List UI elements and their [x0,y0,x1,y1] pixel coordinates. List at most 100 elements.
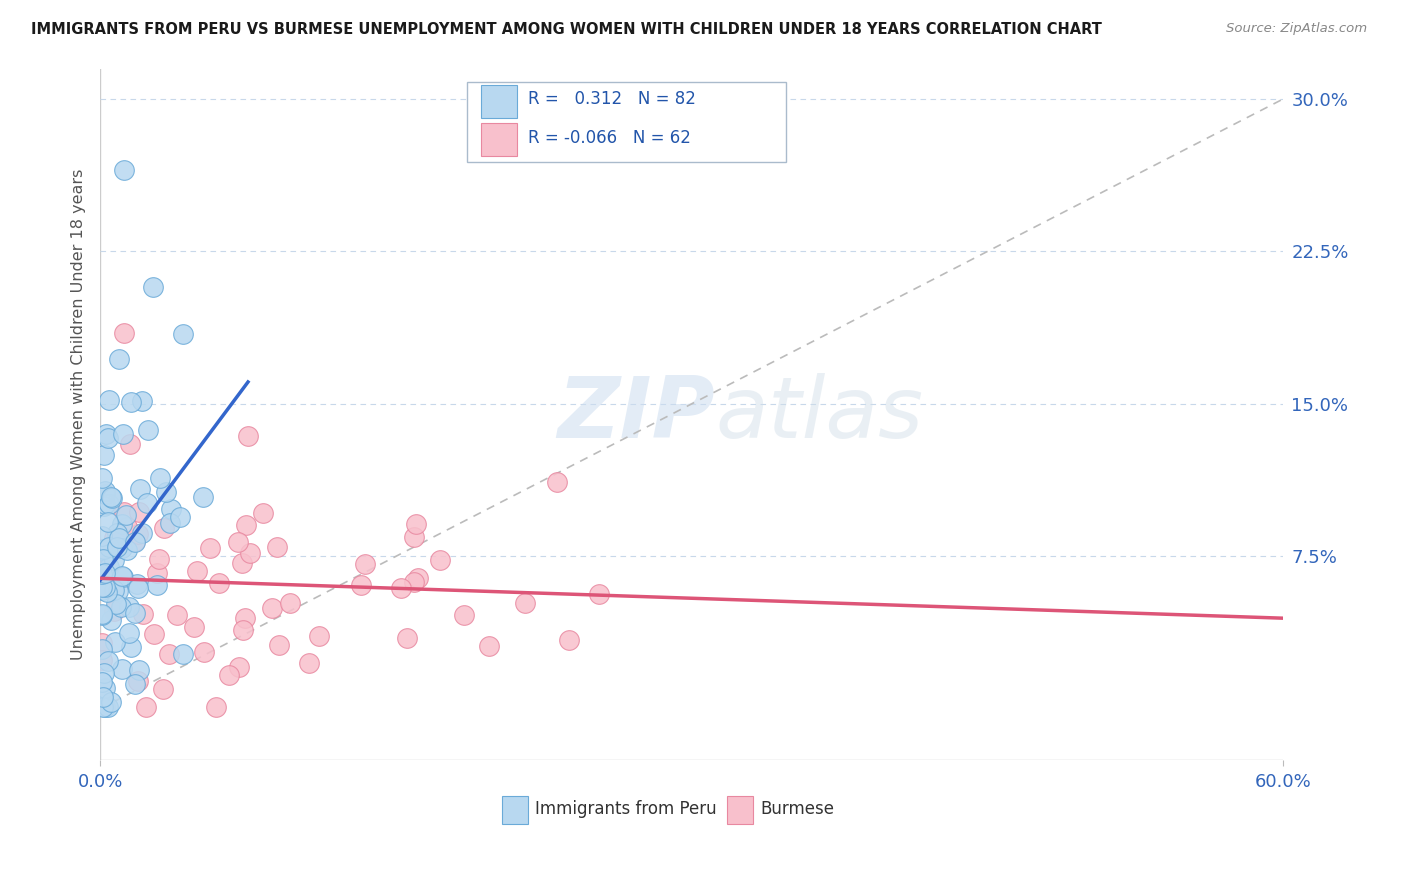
Point [93,483,115,498]
Point [117,542,139,557]
Point [91,552,114,566]
Point [127,674,149,689]
Point [93,499,115,513]
Point [111,516,134,531]
Point [103,635,125,649]
Point [226,535,249,549]
Point [260,601,283,615]
Point [103,553,125,567]
Point [93,666,115,681]
Point [94,699,117,714]
Point [252,507,274,521]
Point [198,541,221,556]
Point [97,654,120,668]
Text: IMMIGRANTS FROM PERU VS BURMESE UNEMPLOYMENT AMONG WOMEN WITH CHILDREN UNDER 18 : IMMIGRANTS FROM PERU VS BURMESE UNEMPLOY… [31,22,1102,37]
Point [218,668,240,682]
Point [172,648,194,662]
Point [100,491,122,505]
Point [127,527,149,541]
Point [107,351,129,366]
Point [513,596,536,610]
Point [120,640,142,655]
Point [267,638,290,652]
Point [408,571,430,585]
FancyBboxPatch shape [481,123,516,156]
Point [97,541,120,555]
Point [131,393,153,408]
Point [478,639,501,653]
Point [91,690,114,704]
Point [91,653,114,667]
Point [103,604,125,618]
Text: atlas: atlas [716,373,924,456]
Point [100,490,122,504]
Point [124,533,146,548]
Point [266,540,288,554]
Point [453,608,475,623]
Y-axis label: Unemployment Among Women with Children Under 18 years: Unemployment Among Women with Children U… [72,169,86,660]
Point [105,526,128,541]
Text: R =   0.312   N = 82: R = 0.312 N = 82 [529,90,696,109]
Point [232,623,254,637]
Point [166,608,188,623]
Point [91,580,114,594]
FancyBboxPatch shape [481,85,516,118]
Point [93,448,115,462]
Point [91,636,114,650]
Point [546,475,568,490]
Point [159,516,181,530]
Point [588,587,610,601]
Point [114,505,136,519]
Point [125,577,148,591]
Point [148,551,170,566]
Point [136,496,159,510]
Point [278,596,301,610]
Point [146,578,169,592]
Point [172,326,194,341]
Point [157,647,180,661]
Point [402,575,425,590]
Point [91,471,114,485]
Point [112,326,135,340]
Point [131,526,153,541]
Point [389,581,412,595]
Point [135,699,157,714]
Point [124,534,146,549]
Point [98,392,121,407]
Point [124,606,146,620]
Point [105,597,128,611]
Point [129,483,152,497]
Point [100,613,122,627]
Point [208,575,231,590]
Point [124,676,146,690]
Point [97,432,120,446]
Point [350,578,373,592]
Point [558,632,581,647]
Point [94,580,117,594]
FancyBboxPatch shape [467,82,786,161]
Point [96,585,118,599]
Point [143,627,166,641]
Point [94,487,117,501]
Point [91,607,114,621]
Point [91,543,114,558]
Point [239,546,262,560]
Point [97,699,120,714]
Point [405,516,427,531]
Point [107,540,129,554]
Point [104,541,127,556]
Point [131,607,153,621]
Point [91,567,114,582]
Point [160,501,183,516]
Point [152,681,174,696]
Point [205,699,228,714]
Point [127,581,149,595]
Point [353,558,375,572]
Point [93,563,115,577]
Point [94,566,117,580]
Point [228,660,250,674]
Point [120,394,142,409]
Point [429,553,451,567]
Point [112,427,135,442]
Point [111,570,134,584]
